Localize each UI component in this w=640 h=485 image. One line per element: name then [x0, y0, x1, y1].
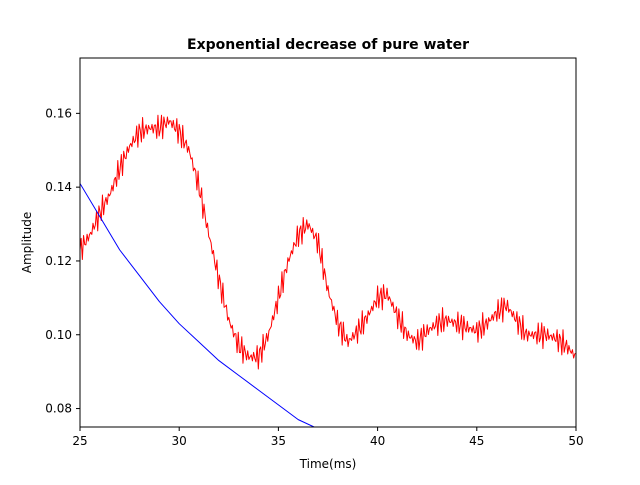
x-tick-label: 40 [370, 434, 385, 448]
y-tick-label: 0.12 [45, 254, 72, 268]
x-tick-label: 45 [469, 434, 484, 448]
y-tick-label: 0.14 [45, 180, 72, 194]
x-axis: 25 30 35 40 45 50 [72, 427, 584, 448]
y-tick-label: 0.08 [45, 402, 72, 416]
y-tick-label: 0.16 [45, 106, 72, 120]
y-tick-label: 0.10 [45, 328, 72, 342]
x-axis-label: Time(ms) [299, 457, 357, 471]
chart-title: Exponential decrease of pure water [187, 37, 469, 53]
y-axis-label: Amplitude [20, 212, 34, 274]
x-tick-label: 25 [72, 434, 87, 448]
plot-area [80, 114, 576, 427]
x-tick-label: 30 [172, 434, 187, 448]
series-line-1 [80, 183, 315, 427]
x-tick-label: 35 [271, 434, 286, 448]
plot-frame [79, 57, 577, 428]
x-tick-label: 50 [568, 434, 583, 448]
y-axis: 0.08 0.10 0.12 0.14 0.16 [45, 106, 80, 416]
series-line-0 [80, 114, 576, 370]
